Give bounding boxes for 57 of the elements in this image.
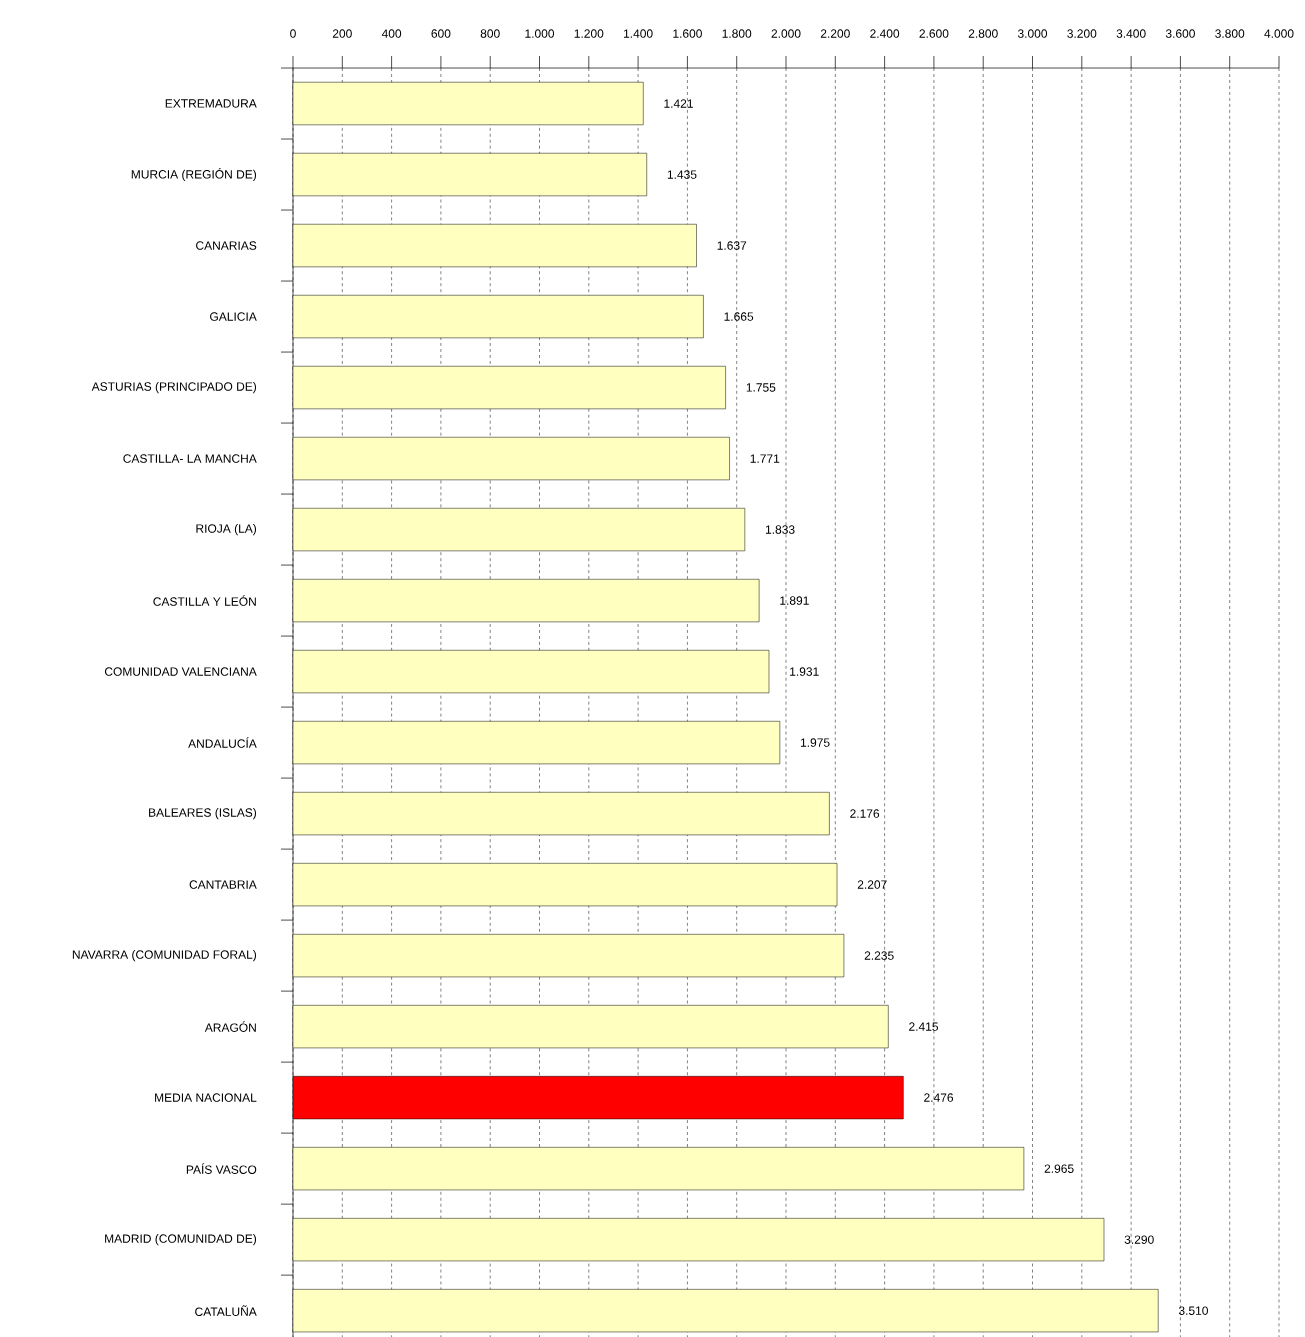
x-tick-label: 3.400 [1116,29,1146,38]
y-tick-label: PAÍS VASCO [186,1163,257,1174]
y-tick-label: EXTREMADURA [165,99,257,108]
y-tick-label: RIOJA (LA) [196,523,257,536]
x-tick-label: 200 [332,29,352,38]
x-tick-label: 1.600 [673,29,702,38]
y-tick-label: CASTILLA Y LEÓN [153,595,256,606]
y-tick-label: BALEARES (ISLAS) [149,807,257,820]
y-tick-label: MURCIA (REGIÓN DE) [131,168,257,181]
data-label: 1.891 [780,596,809,605]
y-tick-label: CASTILLA- LA MANCHA [123,454,257,463]
y-tick-label: ANDALUCÍA [188,737,257,748]
y-tick-label: ARAGÓN [204,1021,256,1032]
y-tick-label: CANTABRIA [189,880,257,889]
data-label: 2.415 [909,1022,939,1031]
data-label: 1.975 [800,738,830,747]
data-label: 2.235 [864,951,894,960]
x-tick-label: 1.400 [624,29,653,38]
data-label: 1.637 [717,241,747,250]
data-label: 2.965 [1044,1164,1074,1173]
data-label: 1.931 [790,667,819,676]
data-label: 1.421 [664,99,693,108]
y-tick-label: MADRID (COMUNIDAD DE) [105,1234,257,1246]
x-tick-label: 600 [431,29,451,38]
x-tick-label: 1.800 [722,29,752,38]
x-tick-label: 400 [381,29,402,38]
data-label: 1.771 [750,454,780,463]
x-tick-label: 3.800 [1215,29,1245,38]
data-label: 1.833 [765,525,795,534]
x-tick-label: 2.600 [919,29,949,38]
x-tick-label: 3.600 [1165,29,1195,38]
y-tick-label: NAVARRA (COMUNIDAD FORAL) [72,950,257,962]
y-tick-label: CATALUÑA [195,1305,257,1316]
x-tick-label: 4.000 [1264,29,1294,38]
x-tick-label: 2.200 [820,29,850,38]
x-tick-label: 2.800 [968,29,998,38]
data-label: 3.510 [1178,1306,1208,1315]
data-label: 1.755 [746,383,776,392]
y-tick-label: GALICIA [210,312,257,321]
x-tick-label: 3.000 [1017,29,1048,38]
x-tick-label: 1.000 [525,29,555,38]
data-label: 3.290 [1124,1235,1154,1244]
y-tick-label: ASTURIAS (PRINCIPADO DE) [91,381,257,394]
x-tick-label: 2.400 [870,29,900,38]
data-label: 2.207 [857,880,887,889]
x-tick-label: 800 [480,29,500,38]
y-tick-label: CANARIAS [196,241,257,250]
data-label: 2.176 [850,809,880,818]
x-tick-label: 1.200 [574,29,604,38]
x-tick-label: 2.000 [771,29,801,38]
x-tick-label: 3.200 [1067,29,1097,38]
x-tick-label: 0 [290,29,296,38]
data-label: 1.435 [667,170,697,179]
data-label: 2.476 [924,1093,954,1102]
data-label: 1.665 [724,312,754,321]
y-tick-label: COMUNIDAD VALENCIANA [104,667,257,676]
y-tick-label: MEDIA NACIONAL [155,1093,257,1102]
